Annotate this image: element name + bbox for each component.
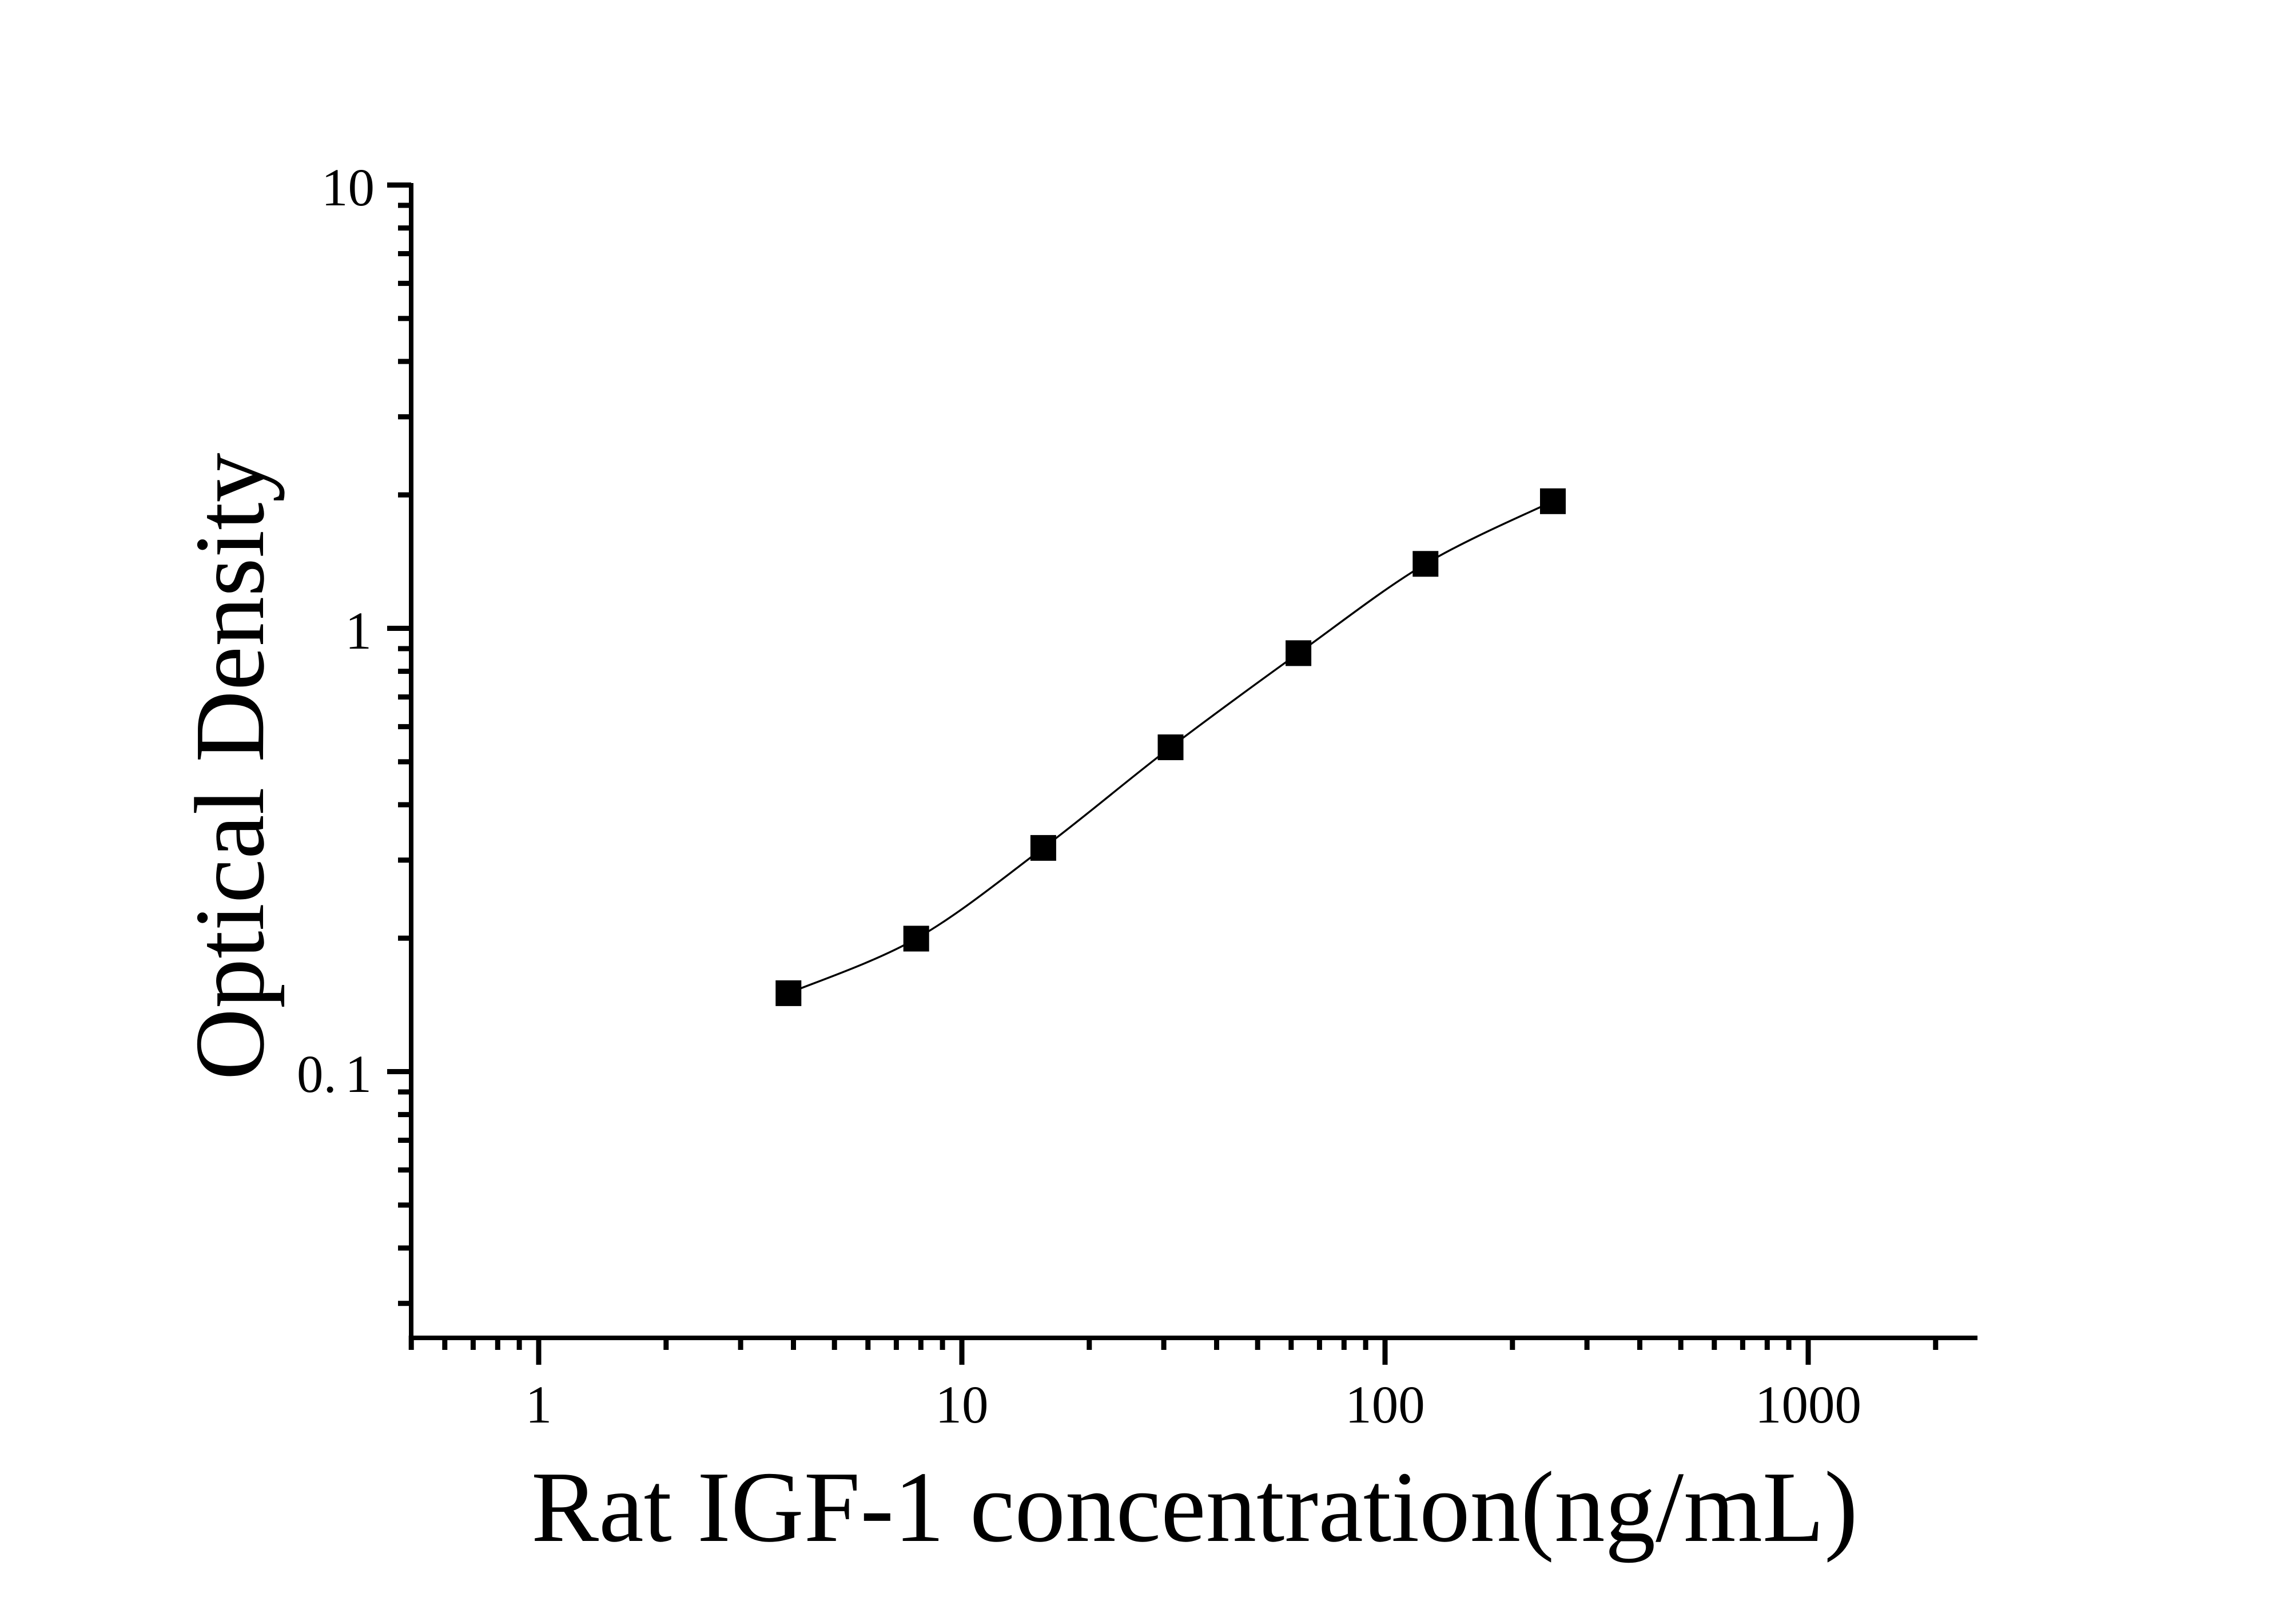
svg-text:1: 1 bbox=[526, 1376, 552, 1435]
svg-text:1: 1 bbox=[345, 602, 372, 661]
svg-text:1: 1 bbox=[345, 1045, 372, 1104]
svg-text:Optical Density: Optical Density bbox=[174, 453, 285, 1080]
svg-text:1000: 1000 bbox=[1755, 1376, 1861, 1435]
svg-text:10: 10 bbox=[321, 158, 375, 217]
svg-text:0.: 0. bbox=[297, 1045, 337, 1104]
svg-text:Rat IGF-1 concentration(ng/mL): Rat IGF-1 concentration(ng/mL) bbox=[531, 1451, 1858, 1563]
svg-text:10: 10 bbox=[936, 1376, 989, 1435]
svg-text:100: 100 bbox=[1345, 1376, 1425, 1435]
